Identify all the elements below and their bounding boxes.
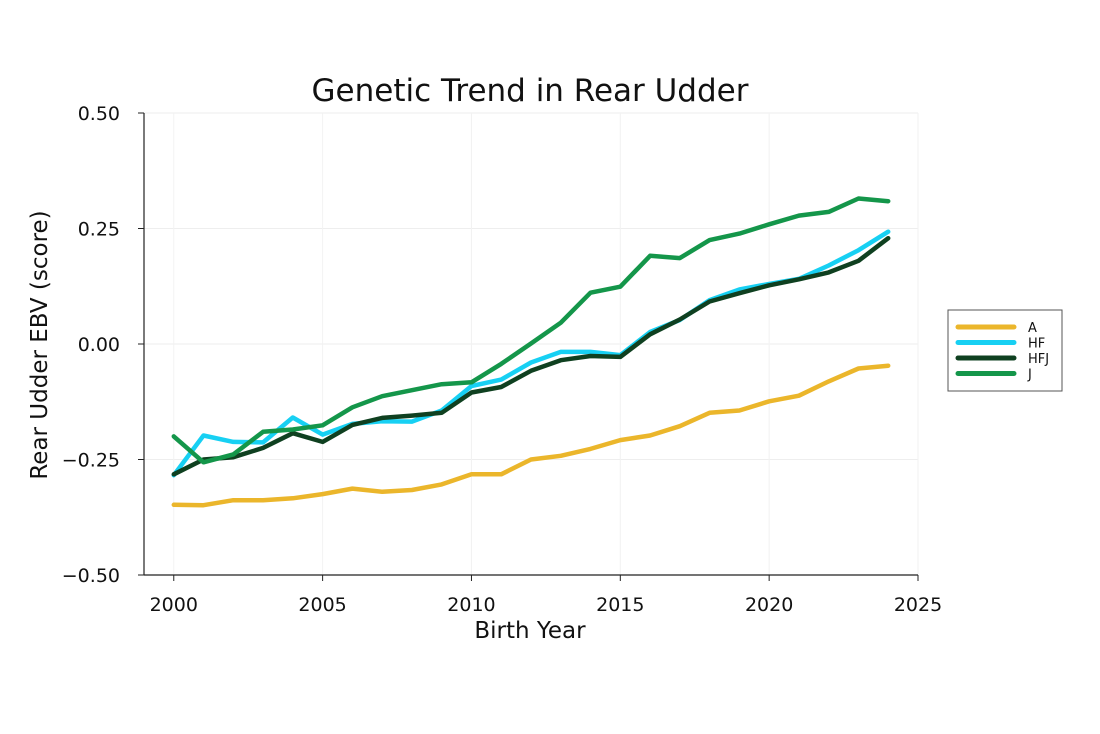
y-axis-ticks: 0.50 0.25 0.00 −0.25 −0.50 xyxy=(62,103,144,587)
series-line-hfj xyxy=(171,235,891,477)
x-tick-label: 2005 xyxy=(298,594,346,616)
series-line-j xyxy=(171,196,891,465)
x-axis-label: Birth Year xyxy=(474,618,586,644)
legend-label: J xyxy=(1027,368,1032,383)
y-tick-label: −0.50 xyxy=(62,565,120,587)
x-tick-label: 2025 xyxy=(894,594,942,616)
x-tick-label: 2010 xyxy=(447,594,495,616)
series-lines xyxy=(171,196,891,508)
x-tick-label: 2020 xyxy=(745,594,793,616)
legend-label: A xyxy=(1028,321,1037,336)
x-tick-label: 2015 xyxy=(596,594,644,616)
legend-label: HF xyxy=(1028,337,1045,352)
x-axis-ticks: 2000 2005 2010 2015 2020 2025 xyxy=(150,575,942,616)
y-tick-label: 0.25 xyxy=(78,219,120,241)
chart-title: Genetic Trend in Rear Udder xyxy=(312,73,749,109)
legend-label: HFJ xyxy=(1028,352,1049,367)
x-tick-label: 2000 xyxy=(150,594,198,616)
y-tick-label: 0.00 xyxy=(78,334,120,356)
series-line-a xyxy=(171,363,891,508)
y-axis-label: Rear Udder EBV (score) xyxy=(27,210,53,479)
y-tick-label: −0.25 xyxy=(62,450,120,472)
y-tick-label: 0.50 xyxy=(78,103,120,125)
legend-box xyxy=(947,309,1063,392)
